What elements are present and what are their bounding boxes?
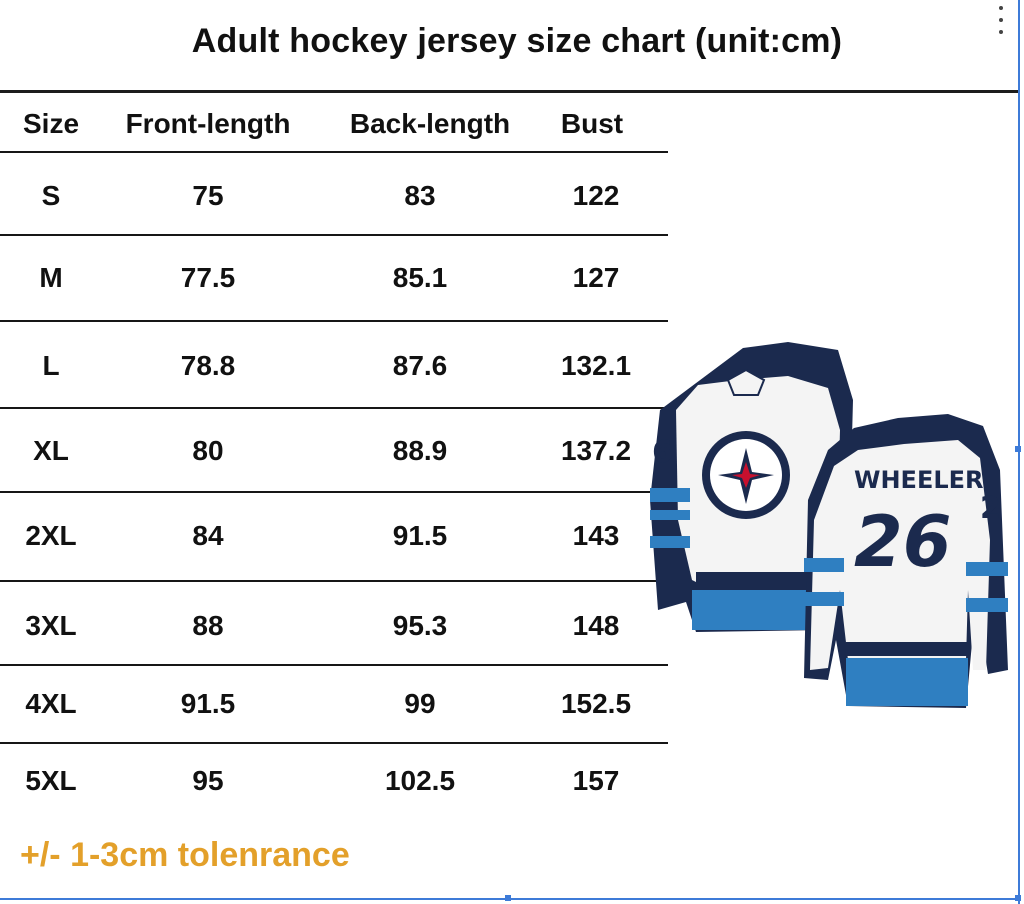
cell-bust: 152.5 bbox=[560, 688, 632, 719]
jersey-image: 6 WHEELER 26 2 bbox=[648, 340, 1020, 720]
cell-back-length: 85.1 bbox=[392, 262, 448, 293]
selection-border-right bbox=[1018, 0, 1020, 904]
row-rule bbox=[0, 320, 668, 322]
top-divider bbox=[0, 90, 1018, 93]
cell-back-length: 99 bbox=[404, 688, 436, 719]
cell-size: XL bbox=[33, 435, 69, 466]
header-back-length: Back-length bbox=[349, 108, 511, 139]
cell-front-length: 80 bbox=[192, 435, 224, 466]
cell-size: 5XL bbox=[25, 765, 77, 796]
cell-front-length: 95 bbox=[192, 765, 224, 796]
cell-bust: 143 bbox=[572, 520, 620, 551]
resize-handle-bottom[interactable] bbox=[505, 895, 511, 901]
cell-bust: 122 bbox=[572, 180, 620, 211]
cell-front-length: 84 bbox=[192, 520, 224, 551]
row-rule bbox=[0, 491, 668, 493]
cell-front-length: 77.5 bbox=[180, 262, 236, 293]
cell-back-length: 87.6 bbox=[392, 350, 448, 381]
cell-size: 4XL bbox=[25, 688, 77, 719]
row-rule bbox=[0, 580, 668, 582]
player-name: WHEELER bbox=[854, 466, 984, 494]
sleeve-number-left: 6 bbox=[652, 435, 673, 470]
header-rule bbox=[0, 151, 668, 153]
header-front-length: Front-length bbox=[125, 108, 291, 139]
resize-handle-right[interactable] bbox=[1015, 446, 1021, 452]
cell-size: 3XL bbox=[25, 610, 77, 641]
header-bust: Bust bbox=[560, 108, 624, 139]
more-options-icon[interactable] bbox=[994, 6, 1008, 34]
header-size: Size bbox=[22, 108, 80, 139]
row-rule bbox=[0, 742, 668, 744]
cell-size: M bbox=[39, 262, 63, 293]
sleeve-number-right: 2 bbox=[980, 491, 1001, 526]
cell-size: 2XL bbox=[25, 520, 77, 551]
cell-front-length: 88 bbox=[192, 610, 224, 641]
cell-back-length: 83 bbox=[404, 180, 436, 211]
cell-front-length: 91.5 bbox=[180, 688, 236, 719]
jersey-back-view: WHEELER 26 2 bbox=[804, 414, 1008, 708]
row-rule bbox=[0, 407, 668, 409]
row-rule bbox=[0, 664, 668, 666]
resize-handle-corner[interactable] bbox=[1015, 895, 1021, 901]
chart-title: Adult hockey jersey size chart (unit:cm) bbox=[191, 22, 843, 60]
cell-back-length: 91.5 bbox=[392, 520, 448, 551]
tolerance-note: +/- 1-3cm tolenrance bbox=[20, 836, 350, 874]
cell-bust: 157 bbox=[572, 765, 620, 796]
cell-back-length: 102.5 bbox=[384, 765, 456, 796]
row-rule bbox=[0, 234, 668, 236]
player-number: 26 bbox=[854, 501, 951, 583]
cell-size: L bbox=[42, 350, 60, 381]
cell-back-length: 95.3 bbox=[392, 610, 448, 641]
cell-front-length: 78.8 bbox=[180, 350, 236, 381]
cell-size: S bbox=[41, 180, 61, 211]
cell-front-length: 75 bbox=[192, 180, 224, 211]
cell-bust: 137.2 bbox=[560, 435, 632, 466]
cell-back-length: 88.9 bbox=[392, 435, 448, 466]
cell-bust: 132.1 bbox=[560, 350, 632, 381]
cell-bust: 127 bbox=[572, 262, 620, 293]
cell-bust: 148 bbox=[572, 610, 620, 641]
